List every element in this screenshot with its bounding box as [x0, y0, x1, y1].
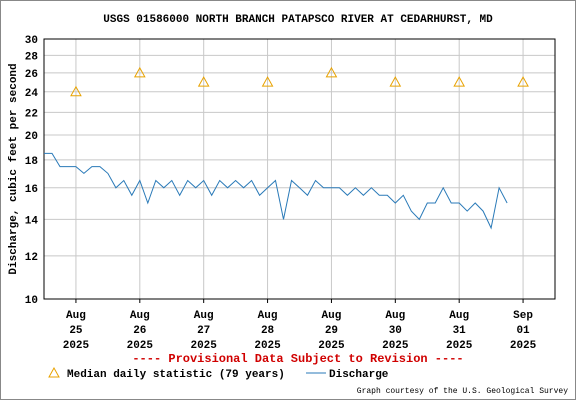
- x-tick-label: Aug: [258, 310, 278, 322]
- x-tick-label: 30: [389, 325, 402, 337]
- x-tick-label: Aug: [449, 310, 469, 322]
- x-tick-label: 2025: [382, 340, 409, 352]
- x-tick-label: 28: [261, 325, 275, 337]
- y-tick-label: 20: [25, 131, 38, 143]
- y-tick-label: 18: [25, 156, 39, 168]
- y-axis-label: Discharge, cubic feet per second: [8, 63, 20, 274]
- x-tick-label: 2025: [510, 340, 537, 352]
- y-tick-label: 28: [25, 51, 39, 63]
- y-tick-label: 12: [25, 252, 38, 264]
- x-tick-label: 2025: [190, 340, 217, 352]
- legend-label: Discharge: [329, 369, 389, 381]
- median-marker: [517, 76, 529, 87]
- median-marker: [70, 85, 82, 97]
- x-tick-label: 26: [133, 325, 146, 337]
- x-tick-label: 29: [325, 325, 338, 337]
- y-tick-label: 16: [25, 184, 38, 196]
- plot-area: [44, 39, 555, 299]
- x-tick-label: Sep: [513, 310, 533, 322]
- y-tick-label: 30: [25, 35, 38, 47]
- x-tick-label: 27: [197, 325, 210, 337]
- x-tick-label: 25: [69, 325, 83, 337]
- y-tick-label: 14: [25, 215, 39, 227]
- median-marker: [325, 66, 338, 78]
- y-tick-label: 24: [25, 88, 39, 100]
- y-tick-label: 22: [25, 108, 38, 120]
- x-tick-label: 31: [453, 325, 467, 337]
- plot-border: [43, 38, 556, 300]
- x-tick-label: 2025: [446, 340, 473, 352]
- median-marker: [133, 66, 146, 78]
- median-marker: [261, 76, 274, 87]
- median-marker: [453, 76, 466, 87]
- x-tick-label: Aug: [194, 310, 214, 322]
- x-tick-label: 2025: [318, 340, 345, 352]
- y-tick-label: 26: [25, 69, 38, 81]
- x-tick-label: 01: [516, 325, 530, 337]
- x-tick-label: Aug: [322, 310, 342, 322]
- legend-label: Median daily statistic (79 years): [67, 369, 285, 381]
- median-marker: [197, 76, 210, 87]
- annotation: ---- Provisional Data Subject to Revisio…: [132, 352, 463, 366]
- x-tick-label: 2025: [254, 340, 281, 352]
- legend-marker: [48, 366, 60, 378]
- x-tick-label: Aug: [66, 310, 86, 322]
- median-marker: [389, 76, 402, 87]
- chart-title: USGS 01586000 NORTH BRANCH PATAPSCO RIVE…: [103, 14, 493, 26]
- x-tick-label: 2025: [63, 340, 90, 352]
- y-tick-label: 10: [25, 295, 38, 307]
- x-tick-label: Aug: [130, 310, 150, 322]
- discharge-line: [44, 152, 508, 230]
- x-tick-label: 2025: [127, 340, 154, 352]
- x-tick-label: Aug: [385, 310, 405, 322]
- credit: Graph courtesy of the U.S. Geological Su…: [357, 387, 568, 396]
